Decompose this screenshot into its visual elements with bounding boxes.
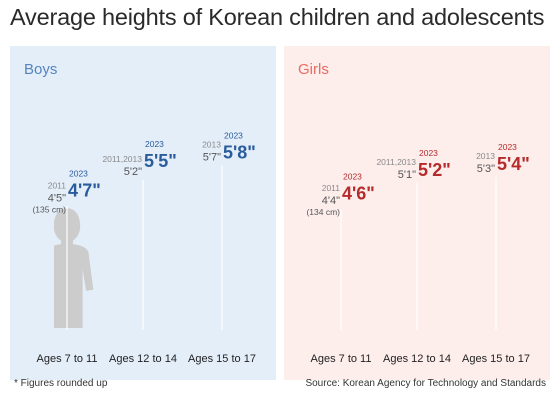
girls-panel-label: Girls <box>298 61 329 78</box>
girls-cm-annotation: (134 cm) <box>306 207 340 217</box>
girls-category-label-2: Ages 12 to 14 <box>383 353 451 365</box>
girls-category-label-1: Ages 7 to 11 <box>311 353 372 365</box>
footnote: * Figures rounded up <box>14 378 108 389</box>
boys-old-year-3: 2013 <box>202 139 221 149</box>
boys-category-label-2: Ages 12 to 14 <box>109 353 177 365</box>
boys-old-year-2: 2011,2013 <box>102 154 142 164</box>
source-note: Source: Korean Agency for Technology and… <box>305 378 546 389</box>
boys-2023-year-1: 2023 <box>69 168 88 178</box>
boys-category-label-1: Ages 7 to 11 <box>37 353 98 365</box>
girls-2023-year-2: 2023 <box>419 148 438 158</box>
chart-title: Average heights of Korean children and a… <box>10 4 545 30</box>
boys-2023-height-1: 4'7" <box>68 180 101 200</box>
boys-2023-year-2: 2023 <box>145 139 164 149</box>
girls-old-year-1: 2011 <box>322 183 341 193</box>
boys-2023-height-3: 5'8" <box>223 142 256 162</box>
boys-cm-annotation: (135 cm) <box>32 204 66 214</box>
boys-panel: Boys 2011 4'5"(135 cm) 2023 4'7" Ages 7 to 11… <box>10 46 276 380</box>
boys-old-height-1: 4'5" <box>48 192 66 204</box>
boys-category-label-3: Ages 15 to 17 <box>188 353 256 365</box>
girls-2023-year-1: 2023 <box>343 171 362 181</box>
boys-old-height-2: 5'2" <box>124 166 142 178</box>
girls-old-year-3: 2013 <box>476 151 495 161</box>
girls-2023-height-3: 5'4" <box>497 154 530 174</box>
girls-2023-height-2: 5'2" <box>418 160 451 180</box>
boys-old-year-1: 2011 <box>48 180 67 190</box>
girls-2023-year-3: 2023 <box>498 142 517 152</box>
boys-2023-year-3: 2023 <box>224 130 243 140</box>
girls-2023-height-1: 4'6" <box>342 183 375 203</box>
boys-2023-height-2: 5'5" <box>144 151 177 171</box>
girls-old-year-2: 2011,2013 <box>376 157 416 167</box>
girls-category-label-3: Ages 15 to 17 <box>462 353 530 365</box>
boys-panel-label: Boys <box>24 61 57 78</box>
girls-old-height-1: 4'4" <box>322 195 340 207</box>
boys-silhouette-old-1 <box>54 208 94 328</box>
girls-old-height-2: 5'1" <box>398 169 416 181</box>
girls-old-height-3: 5'3" <box>477 163 495 175</box>
girls-panel: Girls 2011 4'4"(134 cm) 2023 4'6" Ages 7 to 1… <box>284 46 550 380</box>
boys-old-height-3: 5'7" <box>203 151 221 163</box>
